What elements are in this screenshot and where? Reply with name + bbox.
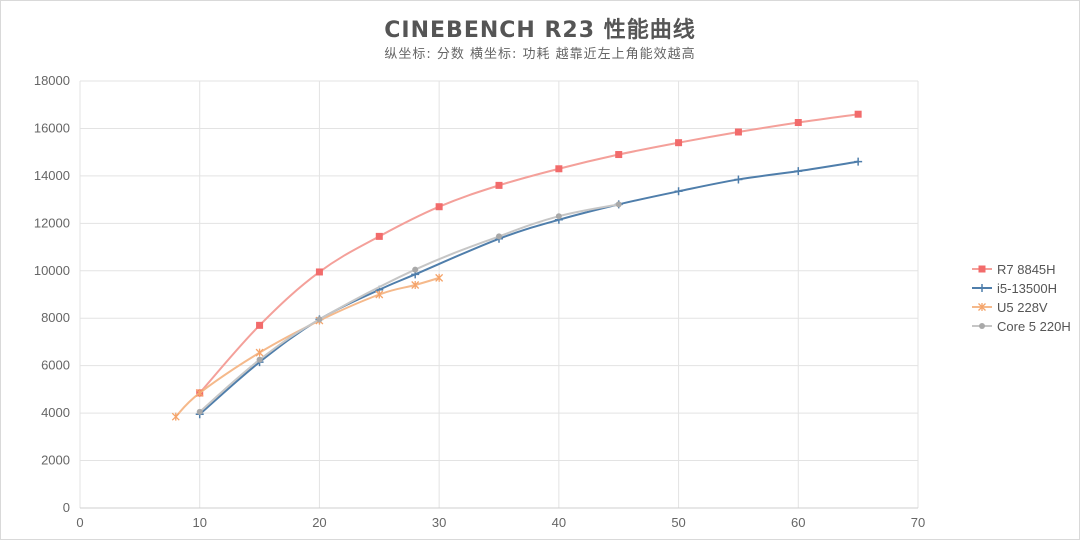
data-point — [412, 266, 419, 273]
legend-marker — [978, 284, 986, 292]
data-point — [794, 119, 802, 127]
x-tick-label: 30 — [432, 515, 446, 530]
y-tick-label: 14000 — [34, 168, 70, 183]
data-point — [316, 316, 323, 323]
x-tick-label: 10 — [192, 515, 206, 530]
chart-title: CINEBENCH R23 性能曲线 — [384, 18, 696, 43]
y-tick-label: 4000 — [41, 405, 70, 420]
data-point — [411, 281, 420, 290]
data-point — [171, 412, 180, 421]
data-point — [435, 203, 443, 211]
data-point — [674, 187, 683, 196]
data-point — [854, 110, 862, 118]
data-point — [255, 348, 264, 357]
y-tick-label: 2000 — [41, 453, 70, 468]
legend-marker — [979, 323, 985, 329]
y-tick-label: 18000 — [34, 73, 70, 88]
data-point — [734, 128, 742, 136]
x-tick-label: 60 — [791, 515, 805, 530]
data-point — [315, 268, 323, 276]
data-point — [615, 151, 623, 159]
legend-label: U5 228V — [997, 300, 1048, 315]
series-line — [198, 113, 859, 394]
legend-marker — [978, 303, 986, 311]
x-tick-label: 40 — [552, 515, 566, 530]
data-point — [375, 290, 384, 299]
y-tick-label: 0 — [63, 500, 70, 515]
legend-label: R7 8845H — [997, 262, 1056, 277]
data-point — [495, 181, 503, 189]
series-line — [175, 276, 440, 418]
series-line — [199, 203, 619, 413]
data-point — [195, 388, 204, 397]
legend-marker — [978, 265, 986, 273]
x-tick-label: 70 — [911, 515, 925, 530]
data-point — [435, 273, 444, 282]
data-point — [375, 232, 383, 240]
data-point — [615, 201, 622, 208]
data-point — [854, 157, 863, 166]
y-tick-label: 12000 — [34, 215, 70, 230]
x-tick-label: 20 — [312, 515, 326, 530]
data-point — [794, 167, 803, 176]
legend-label: Core 5 220H — [997, 319, 1071, 334]
data-point — [555, 165, 563, 173]
y-tick-label: 10000 — [34, 263, 70, 278]
x-tick-label: 50 — [671, 515, 685, 530]
data-point — [256, 321, 264, 329]
y-tick-label: 6000 — [41, 358, 70, 373]
y-tick-label: 8000 — [41, 310, 70, 325]
data-point — [256, 356, 263, 363]
y-tick-label: 16000 — [34, 120, 70, 135]
data-point — [196, 408, 203, 415]
chart-subtitle: 纵坐标: 分数 横坐标: 功耗 越靠近左上角能效越高 — [384, 47, 696, 62]
data-point — [555, 213, 562, 220]
data-point — [496, 233, 502, 240]
x-tick-label: 0 — [76, 515, 83, 530]
data-point — [675, 139, 683, 147]
data-point — [734, 175, 743, 184]
legend-label: i5-13500H — [997, 281, 1057, 296]
